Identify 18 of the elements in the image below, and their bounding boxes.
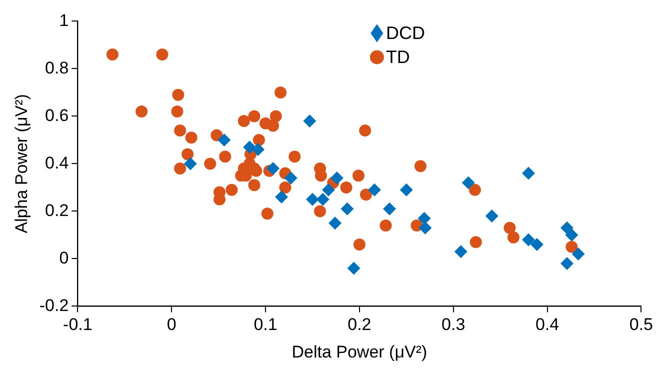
- y-tick-label: 0: [59, 248, 69, 268]
- y-tick-label: 0.4: [45, 153, 69, 172]
- x-tick-label: -0.1: [63, 315, 92, 334]
- x-tick-label: 0.5: [629, 315, 654, 334]
- x-tick-label: 0.3: [442, 315, 466, 334]
- x-axis-title: Delta Power (μV²): [292, 342, 428, 362]
- x-tick-label: 0: [166, 315, 176, 334]
- y-tick-label: 1: [59, 10, 69, 30]
- legend-label: DCD: [386, 23, 425, 44]
- x-tick-label: 0.2: [348, 315, 372, 334]
- legend-label: TD: [386, 47, 410, 68]
- y-tick-label: -0.2: [39, 296, 69, 315]
- y-axis-title: Alpha Power (μV²): [12, 94, 31, 234]
- x-tick-label: 0.4: [535, 315, 560, 334]
- y-tick-label: 0.8: [45, 58, 69, 78]
- y-tick-label: 0.2: [45, 200, 69, 220]
- x-tick-label: 0.1: [254, 315, 278, 334]
- y-tick-label: 0.6: [45, 106, 69, 125]
